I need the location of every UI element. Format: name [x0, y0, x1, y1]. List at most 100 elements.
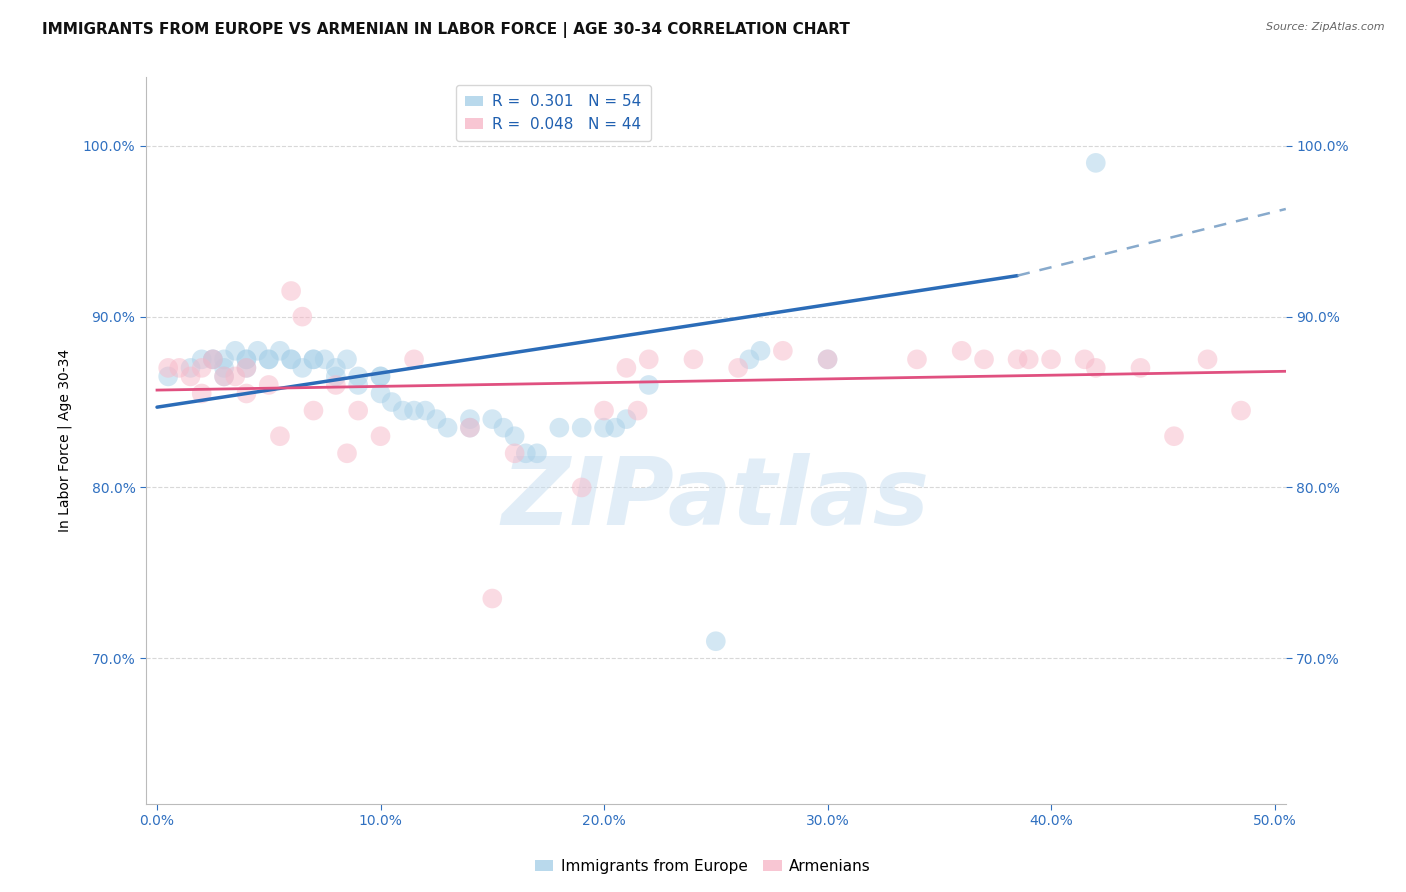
Point	[749, 343, 772, 358]
Point	[738, 352, 761, 367]
Point	[503, 446, 526, 460]
Point	[593, 403, 616, 417]
Point	[224, 369, 246, 384]
Text: Source: ZipAtlas.com: Source: ZipAtlas.com	[1267, 22, 1385, 32]
Point	[302, 352, 325, 367]
Text: ZIPatlas: ZIPatlas	[502, 452, 929, 545]
Point	[291, 360, 314, 375]
Point	[772, 343, 794, 358]
Point	[269, 343, 291, 358]
Point	[370, 369, 392, 384]
Point	[571, 480, 593, 494]
Point	[436, 420, 458, 434]
Point	[325, 378, 347, 392]
Point	[212, 360, 235, 375]
Point	[682, 352, 704, 367]
Point	[212, 352, 235, 367]
Point	[212, 369, 235, 384]
Point	[458, 412, 481, 426]
Point	[1007, 352, 1029, 367]
Point	[1197, 352, 1219, 367]
Point	[492, 420, 515, 434]
Point	[571, 420, 593, 434]
Point	[1230, 403, 1253, 417]
Point	[616, 360, 638, 375]
Point	[347, 378, 370, 392]
Point	[157, 369, 180, 384]
Point	[169, 360, 191, 375]
Point	[817, 352, 839, 367]
Point	[626, 403, 648, 417]
Point	[637, 352, 659, 367]
Point	[190, 360, 212, 375]
Point	[413, 403, 436, 417]
Point	[481, 412, 503, 426]
Point	[190, 386, 212, 401]
Point	[458, 420, 481, 434]
Point	[1084, 156, 1107, 170]
Point	[246, 343, 269, 358]
Point	[817, 352, 839, 367]
Point	[526, 446, 548, 460]
Legend: R =  0.301   N = 54, R =  0.048   N = 44: R = 0.301 N = 54, R = 0.048 N = 44	[456, 85, 651, 141]
Point	[280, 352, 302, 367]
Point	[402, 352, 425, 367]
Point	[637, 378, 659, 392]
Point	[336, 446, 359, 460]
Point	[481, 591, 503, 606]
Point	[515, 446, 537, 460]
Point	[370, 369, 392, 384]
Point	[973, 352, 995, 367]
Point	[235, 352, 257, 367]
Point	[1163, 429, 1185, 443]
Point	[605, 420, 627, 434]
Point	[280, 352, 302, 367]
Point	[727, 360, 749, 375]
Point	[157, 360, 180, 375]
Point	[1040, 352, 1063, 367]
Text: IMMIGRANTS FROM EUROPE VS ARMENIAN IN LABOR FORCE | AGE 30-34 CORRELATION CHART: IMMIGRANTS FROM EUROPE VS ARMENIAN IN LA…	[42, 22, 851, 38]
Point	[180, 360, 202, 375]
Point	[269, 429, 291, 443]
Point	[224, 343, 246, 358]
Point	[1073, 352, 1095, 367]
Point	[235, 360, 257, 375]
Point	[280, 284, 302, 298]
Point	[291, 310, 314, 324]
Point	[302, 352, 325, 367]
Point	[381, 395, 404, 409]
Y-axis label: In Labor Force | Age 30-34: In Labor Force | Age 30-34	[58, 349, 72, 532]
Point	[235, 360, 257, 375]
Point	[950, 343, 973, 358]
Point	[212, 369, 235, 384]
Point	[548, 420, 571, 434]
Point	[325, 369, 347, 384]
Point	[257, 378, 280, 392]
Point	[616, 412, 638, 426]
Point	[347, 369, 370, 384]
Point	[190, 352, 212, 367]
Legend: Immigrants from Europe, Armenians: Immigrants from Europe, Armenians	[529, 853, 877, 880]
Point	[257, 352, 280, 367]
Point	[235, 352, 257, 367]
Point	[458, 420, 481, 434]
Point	[314, 352, 336, 367]
Point	[1084, 360, 1107, 375]
Point	[503, 429, 526, 443]
Point	[1018, 352, 1040, 367]
Point	[593, 420, 616, 434]
Point	[370, 386, 392, 401]
Point	[201, 352, 224, 367]
Point	[180, 369, 202, 384]
Point	[704, 634, 727, 648]
Point	[425, 412, 447, 426]
Point	[201, 352, 224, 367]
Point	[257, 352, 280, 367]
Point	[336, 352, 359, 367]
Point	[325, 360, 347, 375]
Point	[905, 352, 928, 367]
Point	[402, 403, 425, 417]
Point	[347, 403, 370, 417]
Point	[392, 403, 415, 417]
Point	[235, 386, 257, 401]
